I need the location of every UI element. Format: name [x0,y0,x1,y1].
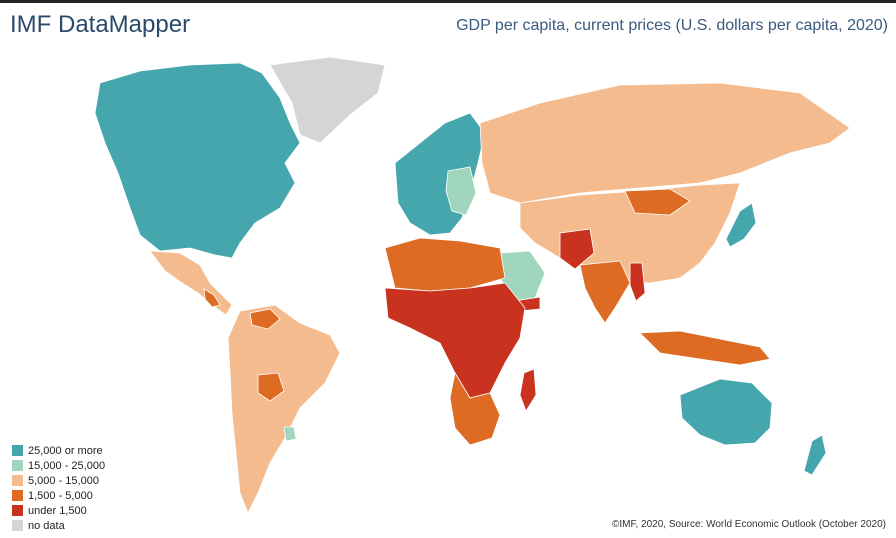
legend-label: no data [28,519,65,532]
region-russia[interactable] [479,82,851,204]
legend-swatch [12,445,23,456]
source-note: ©IMF, 2020, Source: World Economic Outlo… [612,519,886,530]
region-myanmar[interactable] [629,262,646,302]
legend-item-5000-15000: 5,000 - 15,000 [12,473,105,488]
legend-swatch [12,460,23,471]
legend-swatch [12,490,23,501]
legend-swatch [12,505,23,516]
legend-item-15000-25000: 15,000 - 25,000 [12,458,105,473]
legend-item-25000-plus: 25,000 or more [12,443,105,458]
legend-item-1500-5000: 1,500 - 5,000 [12,488,105,503]
legend-item-no-data: no data [12,518,105,533]
legend-swatch [12,520,23,531]
legend-label: 15,000 - 25,000 [28,459,106,472]
legend-label: 1,500 - 5,000 [28,489,93,502]
legend-item-under-1500: under 1,500 [12,503,105,518]
brand-title: IMF DataMapper [10,11,191,38]
legend-label: 5,000 - 15,000 [28,474,99,487]
legend-swatch [12,475,23,486]
region-australia[interactable] [679,378,773,446]
region-bolivia[interactable] [257,372,285,402]
region-eastern-europe[interactable] [445,166,477,216]
region-central-africa[interactable] [384,282,526,399]
world-map [94,56,851,514]
map-title: GDP per capita, current prices (U.S. dol… [456,17,888,34]
region-india[interactable] [579,260,631,324]
region-uruguay[interactable] [283,426,297,442]
region-north-america[interactable] [94,62,301,259]
region-venezuela[interactable] [249,308,281,330]
region-north-africa[interactable] [384,237,506,292]
region-southern-africa[interactable] [449,371,501,446]
region-afghanistan-pakistan[interactable] [559,228,595,270]
legend-label: under 1,500 [28,504,87,517]
legend-label: 25,000 or more [28,444,103,457]
region-greenland[interactable] [269,56,386,144]
region-new-zealand[interactable] [803,434,827,476]
region-south-america[interactable] [227,304,341,514]
map-legend: 25,000 or more 15,000 - 25,000 5,000 - 1… [12,443,105,533]
region-mongolia[interactable] [624,188,691,216]
region-central-america-low[interactable] [203,288,221,308]
region-southeast-asia[interactable] [639,330,771,366]
region-japan-korea[interactable] [725,202,757,248]
region-madagascar[interactable] [519,368,537,412]
